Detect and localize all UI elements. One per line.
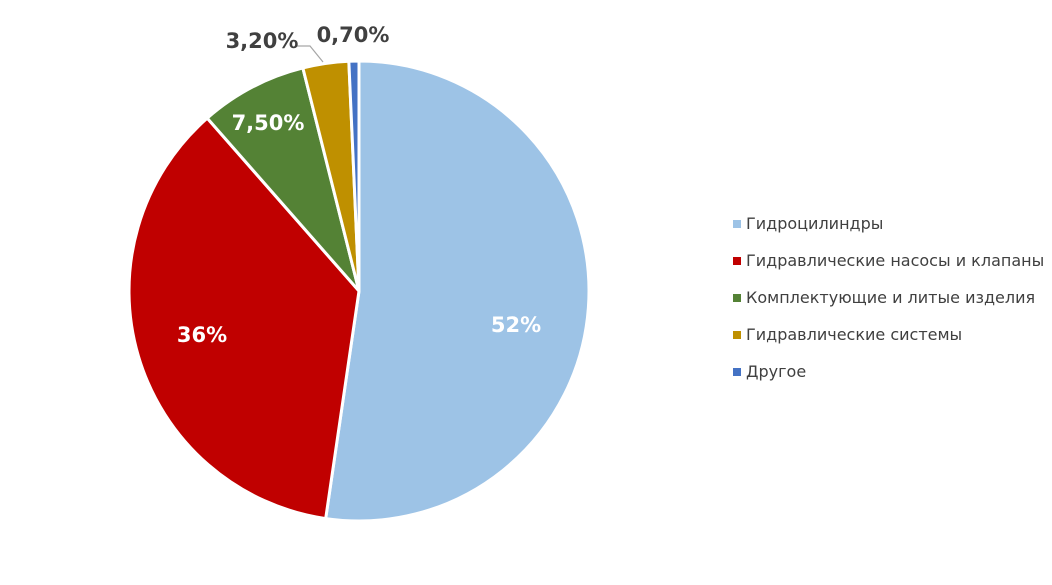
pie-slice-other (347, 59, 361, 293)
chart-legend: Гидроцилиндры Гидравлические насосы и кла… (733, 205, 1044, 390)
legend-item-other: Другое (733, 353, 1044, 390)
legend-label: Гидравлические насосы и клапаны (746, 251, 1045, 270)
pie-slice-components (205, 66, 361, 293)
pie-slice-hydrocylinders (324, 59, 591, 523)
legend-swatch (733, 219, 741, 228)
legend-item-hydrocylinders: Гидроцилиндры (733, 205, 1044, 242)
legend-swatch (733, 293, 741, 302)
legend-label: Другое (746, 362, 807, 381)
legend-label: Гидравлические системы (746, 325, 963, 344)
legend-item-components: Комплектующие и литые изделия (733, 279, 1044, 316)
data-label-hydraulic-systems: 3,20% (226, 29, 299, 53)
data-label-hydrocylinders: 52% (491, 313, 541, 337)
leader-line (296, 45, 324, 63)
data-label-pumps-valves: 36% (177, 323, 227, 347)
legend-label: Комплектующие и литые изделия (746, 288, 1036, 307)
data-label-other: 0,70% (317, 23, 390, 47)
legend-label: Гидроцилиндры (746, 214, 884, 233)
data-label-components: 7,50% (232, 111, 305, 135)
legend-item-hydraulic-systems: Гидравлические системы (733, 316, 1044, 353)
pie-slice-pumps-valves (127, 116, 361, 521)
legend-item-pumps-valves: Гидравлические насосы и клапаны (733, 242, 1044, 279)
legend-swatch (733, 256, 741, 265)
legend-swatch (733, 367, 741, 376)
legend-swatch (733, 330, 741, 339)
